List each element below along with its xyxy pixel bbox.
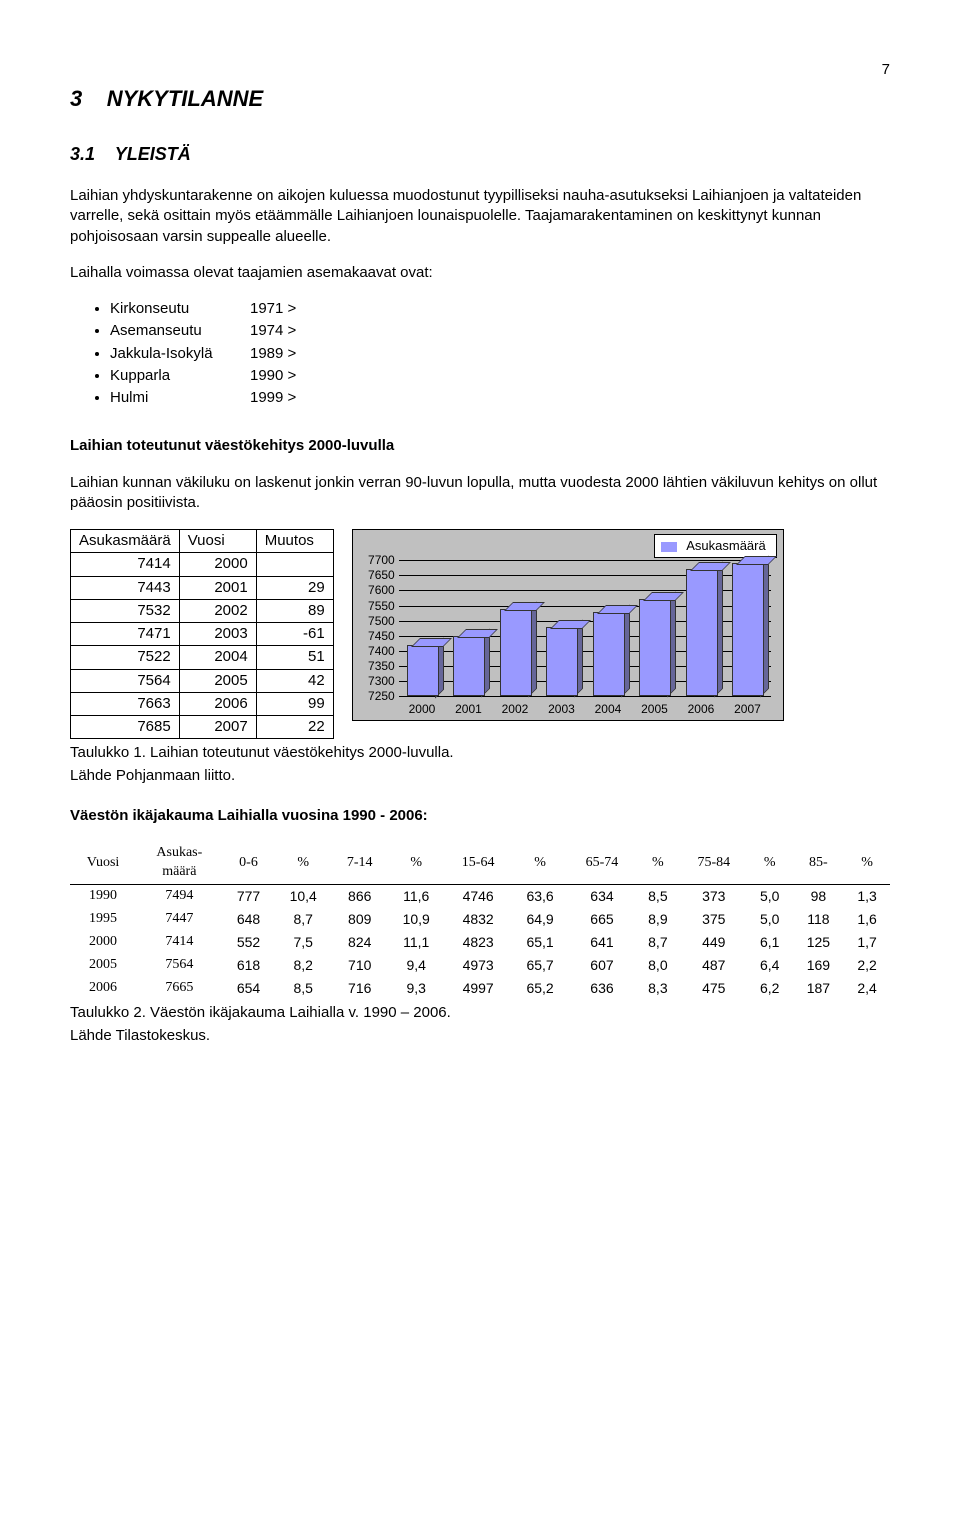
- chart-legend: Asukasmäärä: [654, 534, 776, 558]
- table-header: 15-64: [445, 842, 511, 884]
- chart-bar: [732, 565, 762, 696]
- age-table: VuosiAsukas-määrä0-6%7-14%15-64%65-74%75…: [70, 842, 890, 999]
- table-row: 74712003-61: [71, 623, 334, 646]
- legend-swatch: [661, 542, 677, 552]
- ytick-label: 7700: [357, 552, 395, 568]
- table-header: 7-14: [332, 842, 387, 884]
- table-row: 200575646188,27109,4497365,76078,04876,4…: [70, 954, 890, 977]
- table-header: %: [511, 842, 569, 884]
- table2-source: Lähde Tilastokeskus.: [70, 1026, 890, 1046]
- chart-bar: [546, 629, 576, 696]
- table-header: 85-: [793, 842, 845, 884]
- ytick-label: 7500: [357, 613, 395, 629]
- list-item: Asemanseutu1974 >: [110, 321, 890, 341]
- list-item: Jakkula-Isokylä1989 >: [110, 344, 890, 364]
- xtick-label: 2006: [681, 701, 721, 717]
- chart-bar: [593, 614, 623, 696]
- table2-caption: Taulukko 2. Väestön ikäjakauma Laihialla…: [70, 1003, 890, 1023]
- population-table: AsukasmääräVuosiMuutos741420007443200129…: [70, 529, 334, 739]
- list-item: Kupparla1990 >: [110, 366, 890, 386]
- table-header: %: [844, 842, 890, 884]
- list-item: Kirkonseutu1971 >: [110, 299, 890, 319]
- ytick-label: 7350: [357, 658, 395, 674]
- section-title: NYKYTILANNE: [107, 86, 263, 111]
- list-item: Hulmi1999 >: [110, 388, 890, 408]
- xtick-label: 2001: [448, 701, 488, 717]
- table-header: %: [274, 842, 332, 884]
- chart-bar: [686, 571, 716, 696]
- table-row: 7522200451: [71, 646, 334, 669]
- section-heading: 3 NYKYTILANNE: [70, 84, 890, 114]
- ytick-label: 7650: [357, 567, 395, 583]
- xtick-label: 2005: [634, 701, 674, 717]
- legend-label: Asukasmäärä: [686, 538, 765, 553]
- chart-bar: [639, 601, 669, 696]
- chart-bar: [453, 638, 483, 696]
- table-header: %: [387, 842, 445, 884]
- xtick-label: 2003: [541, 701, 581, 717]
- table-row: 7443200129: [71, 576, 334, 599]
- xtick-label: 2000: [402, 701, 442, 717]
- sub-title: YLEISTÄ: [115, 144, 191, 164]
- table-row: 200074145527,582411,1482365,16418,74496,…: [70, 931, 890, 954]
- ytick-label: 7600: [357, 582, 395, 598]
- table-header: 65-74: [569, 842, 635, 884]
- table-header: Asukasmäärä: [71, 530, 180, 553]
- chart-bar: [500, 611, 530, 696]
- ytick-label: 7550: [357, 597, 395, 613]
- sub-num: 3.1: [70, 144, 95, 164]
- vaestokehitys-heading: Laihian toteutunut väestökehitys 2000-lu…: [70, 436, 890, 456]
- section-num: 3: [70, 86, 82, 111]
- table-header: Vuosi: [70, 842, 136, 884]
- asemakaavat-list: Kirkonseutu1971 >Asemanseutu1974 > Jakkul…: [110, 299, 890, 408]
- xtick-label: 2004: [588, 701, 628, 717]
- chart-bar: [407, 647, 437, 697]
- table-row: 7532200289: [71, 599, 334, 622]
- table-row: 74142000: [71, 553, 334, 576]
- table-header: %: [747, 842, 793, 884]
- table-row: 7663200699: [71, 692, 334, 715]
- population-chart: Asukasmäärä 7250730073507400745075007550…: [352, 529, 784, 721]
- asemakaavat-intro: Laihalla voimassa olevat taajamien asema…: [70, 263, 890, 283]
- paragraph: Laihian yhdyskuntarakenne on aikojen kul…: [70, 186, 890, 247]
- table-row: 7564200542: [71, 669, 334, 692]
- table-row: 199574476488,780910,9483264,96658,93755,…: [70, 908, 890, 931]
- table-row: 200676656548,57169,3499765,26368,34756,2…: [70, 977, 890, 1000]
- ytick-label: 7250: [357, 688, 395, 704]
- table-header: 75-84: [681, 842, 747, 884]
- ytick-label: 7300: [357, 673, 395, 689]
- table1-caption: Taulukko 1. Laihian toteutunut väestökeh…: [70, 743, 890, 763]
- xtick-label: 2007: [727, 701, 767, 717]
- table-header: Muutos: [256, 530, 333, 553]
- ytick-label: 7400: [357, 643, 395, 659]
- table-row: 7685200722: [71, 716, 334, 739]
- xtick-label: 2002: [495, 701, 535, 717]
- table-header: %: [635, 842, 681, 884]
- table-header: 0-6: [223, 842, 275, 884]
- table1-source: Lähde Pohjanmaan liitto.: [70, 766, 890, 786]
- page-number: 7: [70, 60, 890, 80]
- table-header: Vuosi: [179, 530, 256, 553]
- ytick-label: 7450: [357, 628, 395, 644]
- subsection-heading: 3.1 YLEISTÄ: [70, 142, 890, 166]
- paragraph: Laihian kunnan väkiluku on laskenut jonk…: [70, 473, 890, 514]
- table-row: 1990749477710,486611,6474663,66348,53735…: [70, 885, 890, 908]
- age-heading: Väestön ikäjakauma Laihialla vuosina 199…: [70, 806, 890, 826]
- table-header: Asukas-määrä: [136, 842, 223, 884]
